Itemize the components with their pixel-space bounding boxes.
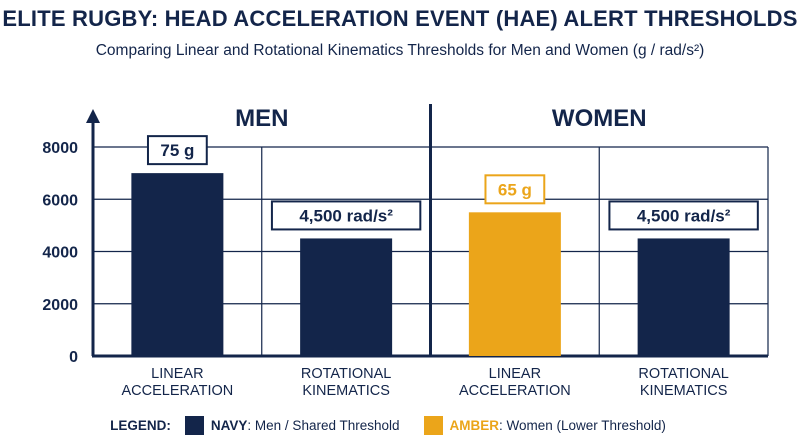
legend-text-amber: : Women (Lower Threshold) bbox=[499, 418, 666, 433]
bar-value-box bbox=[484, 174, 546, 205]
bar-value-box bbox=[270, 200, 422, 231]
legend: LEGEND: NAVY : Men / Shared Threshold AM… bbox=[0, 416, 800, 435]
legend-item-navy: NAVY : Men / Shared Threshold bbox=[184, 416, 400, 435]
legend-swatch-amber bbox=[423, 416, 443, 435]
bar-value-box bbox=[608, 200, 759, 231]
bar-value-label: 4,500 rad/s² bbox=[299, 206, 393, 225]
legend-key-amber: AMBER bbox=[449, 418, 500, 433]
y-tick-label: 4000 bbox=[42, 245, 78, 262]
legend-item-amber: AMBER : Women (Lower Threshold) bbox=[423, 416, 666, 435]
bar bbox=[637, 238, 730, 356]
bar-value-label: 75 g bbox=[160, 141, 194, 160]
x-category-label: ROTATIONAL bbox=[638, 366, 729, 382]
x-category-label: ACCELERATION bbox=[122, 383, 234, 399]
x-category-label: LINEAR bbox=[151, 366, 203, 382]
bar bbox=[131, 173, 224, 356]
chart-subtitle: Comparing Linear and Rotational Kinemati… bbox=[95, 42, 705, 59]
legend-title: LEGEND: bbox=[110, 418, 171, 433]
bar-value-label: 65 g bbox=[498, 180, 532, 199]
x-category-label: LINEAR bbox=[489, 366, 541, 382]
bar bbox=[468, 212, 561, 356]
bar-value-box bbox=[146, 135, 208, 166]
x-category-label: KINEMATICS bbox=[302, 383, 390, 399]
legend-swatch-navy bbox=[184, 416, 204, 435]
x-category-label: KINEMATICS bbox=[640, 383, 728, 399]
group-title: WOMEN bbox=[552, 105, 647, 132]
y-tick-label: 0 bbox=[69, 349, 78, 366]
bar bbox=[300, 238, 393, 356]
group-title: MEN bbox=[235, 105, 288, 132]
chart-title: ELITE RUGBY: HEAD ACCELERATION EVENT (HA… bbox=[2, 6, 798, 31]
y-tick-label: 2000 bbox=[42, 297, 78, 314]
x-category-label: ROTATIONAL bbox=[301, 366, 392, 382]
x-category-label: ACCELERATION bbox=[459, 383, 571, 399]
y-axis-arrow bbox=[86, 109, 100, 123]
legend-key-navy: NAVY bbox=[210, 418, 248, 433]
y-tick-label: 6000 bbox=[42, 192, 78, 209]
legend-text-navy: : Men / Shared Threshold bbox=[247, 418, 400, 433]
bar-value-label: 4,500 rad/s² bbox=[637, 206, 731, 225]
y-tick-label: 8000 bbox=[42, 140, 78, 157]
